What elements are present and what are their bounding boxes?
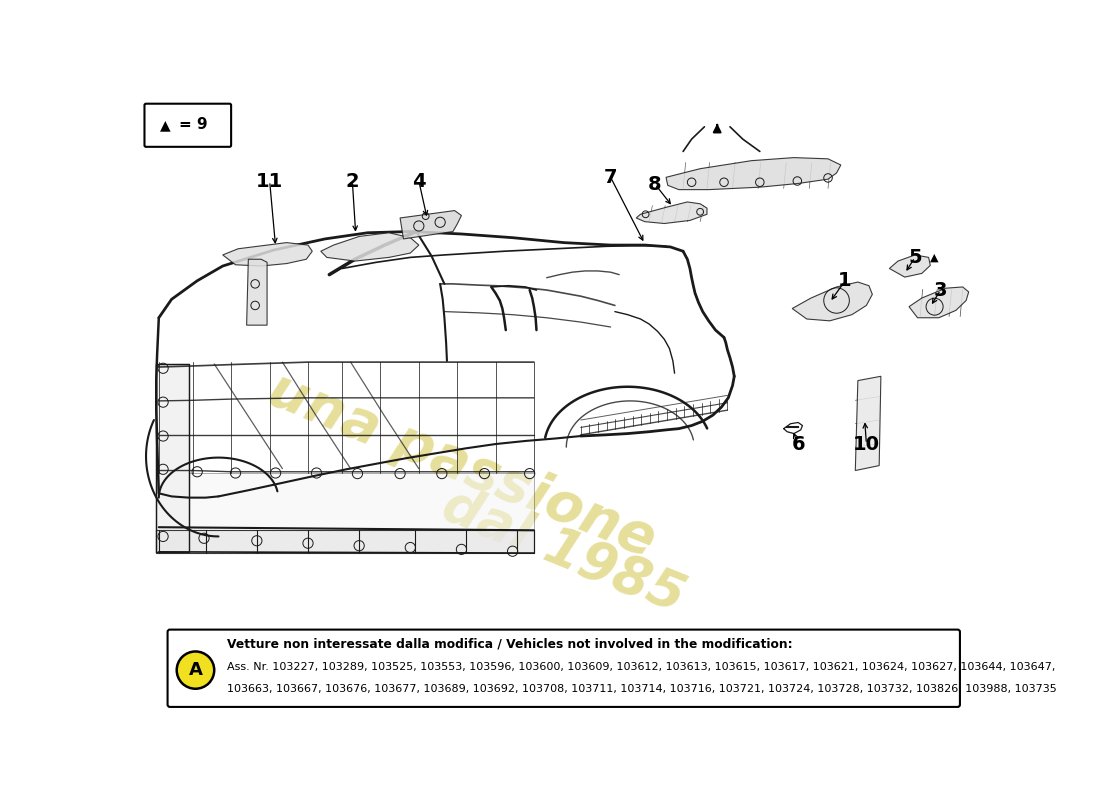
Text: 8: 8 xyxy=(648,174,662,194)
Text: Vetture non interessate dalla modifica / Vehicles not involved in the modificati: Vetture non interessate dalla modifica /… xyxy=(227,638,793,650)
Text: 5: 5 xyxy=(909,248,922,267)
Text: 7: 7 xyxy=(604,168,617,187)
Text: ▲: ▲ xyxy=(931,252,938,262)
FancyBboxPatch shape xyxy=(144,104,231,147)
Text: 103663, 103667, 103676, 103677, 103689, 103692, 103708, 103711, 103714, 103716, : 103663, 103667, 103676, 103677, 103689, … xyxy=(227,683,1057,694)
Text: 3: 3 xyxy=(934,281,947,299)
Polygon shape xyxy=(321,233,419,261)
Text: 6: 6 xyxy=(791,434,805,454)
Polygon shape xyxy=(909,287,969,318)
Text: = 9: = 9 xyxy=(178,118,207,133)
Polygon shape xyxy=(890,255,931,277)
Text: 4: 4 xyxy=(412,171,426,190)
Text: 2: 2 xyxy=(345,171,359,190)
Text: 1: 1 xyxy=(838,271,851,290)
Polygon shape xyxy=(189,473,534,530)
Text: ▲: ▲ xyxy=(160,118,170,132)
Polygon shape xyxy=(856,376,881,470)
FancyBboxPatch shape xyxy=(167,630,960,707)
Text: 11: 11 xyxy=(256,171,284,190)
Text: A: A xyxy=(188,661,202,679)
Text: dal 1985: dal 1985 xyxy=(434,480,693,624)
Polygon shape xyxy=(156,364,189,552)
Polygon shape xyxy=(667,158,840,190)
Polygon shape xyxy=(400,210,462,239)
Text: Ass. Nr. 103227, 103289, 103525, 103553, 103596, 103600, 103609, 103612, 103613,: Ass. Nr. 103227, 103289, 103525, 103553,… xyxy=(227,662,1055,672)
Text: 10: 10 xyxy=(852,434,880,454)
Polygon shape xyxy=(156,530,534,553)
Polygon shape xyxy=(222,242,312,266)
Circle shape xyxy=(177,651,214,689)
Text: una passione: una passione xyxy=(260,363,663,568)
Polygon shape xyxy=(792,282,872,321)
Polygon shape xyxy=(246,259,267,325)
Polygon shape xyxy=(636,202,707,223)
